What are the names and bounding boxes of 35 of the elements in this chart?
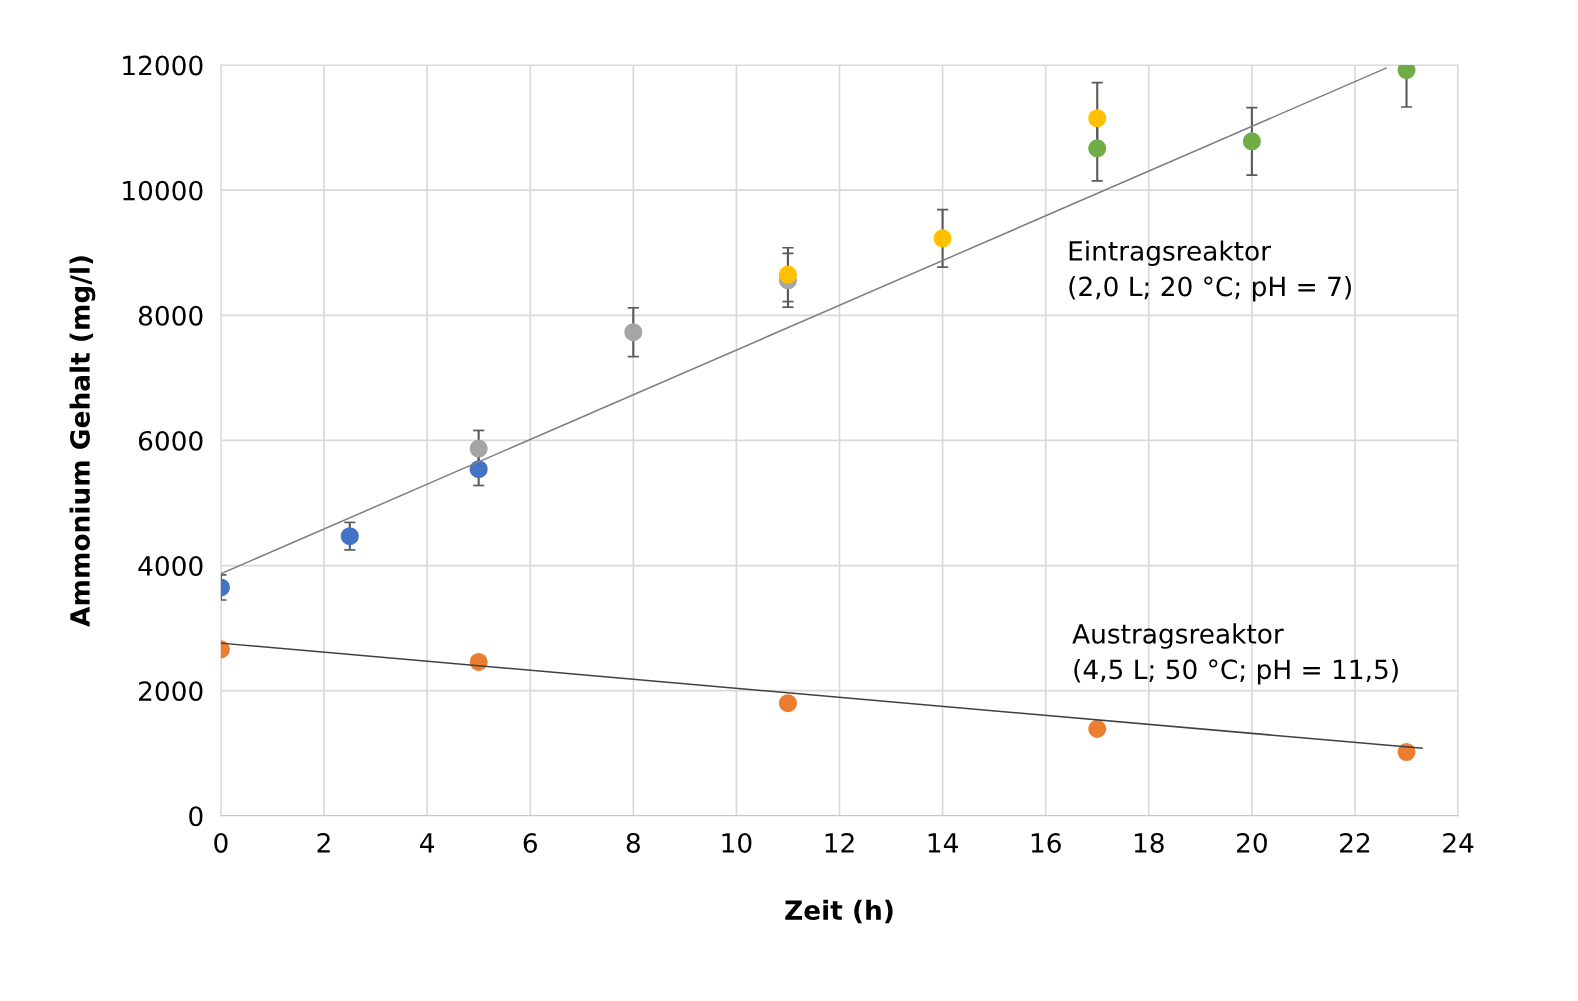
x-tick-label: 4 xyxy=(420,833,435,853)
x-tick-label: 8 xyxy=(626,832,640,853)
x-tick-label: 16 xyxy=(1031,832,1061,853)
y-axis-title: Ammonium Gehalt (mg/l) xyxy=(69,256,96,627)
annotation: Eintragsreaktor (2,0 L; 20 °C; pH = 7) xyxy=(1069,240,1351,302)
point xyxy=(778,265,797,284)
point xyxy=(624,323,643,342)
point xyxy=(1088,719,1107,738)
y-tick-label: 0 xyxy=(189,806,203,827)
y-tick-label: 4000 xyxy=(138,556,203,576)
point xyxy=(1088,109,1107,128)
x-tick-label: 20 xyxy=(1237,832,1267,853)
y-tick-label: 12000 xyxy=(123,55,203,76)
x-tick-label: 18 xyxy=(1134,832,1164,853)
y-tick-label: 2000 xyxy=(139,681,203,702)
x-tick-label: 14 xyxy=(928,833,958,853)
x-tick-label: 24 xyxy=(1443,832,1474,853)
x-tick-label: 22 xyxy=(1340,832,1370,853)
point xyxy=(933,229,952,248)
x-tick-label: 0 xyxy=(214,832,228,853)
point xyxy=(1242,132,1261,151)
point xyxy=(1088,139,1107,158)
point xyxy=(340,527,359,546)
annotation: Austragsreaktor (4,5 L; 50 °C; pH = 11,5) xyxy=(1072,623,1398,685)
point xyxy=(778,694,797,713)
y-tick-label: 8000 xyxy=(138,305,203,326)
x-tick-label: 10 xyxy=(722,832,752,853)
y-tick-label: 10000 xyxy=(123,180,203,201)
x-tick-label: 6 xyxy=(523,832,537,853)
y-tick-label: 6000 xyxy=(138,430,203,451)
x-axis-title: Zeit (h) xyxy=(785,899,893,924)
x-tick-label: 2 xyxy=(317,832,330,853)
point xyxy=(469,460,488,479)
point xyxy=(469,439,488,458)
x-tick-label: 12 xyxy=(825,832,854,853)
